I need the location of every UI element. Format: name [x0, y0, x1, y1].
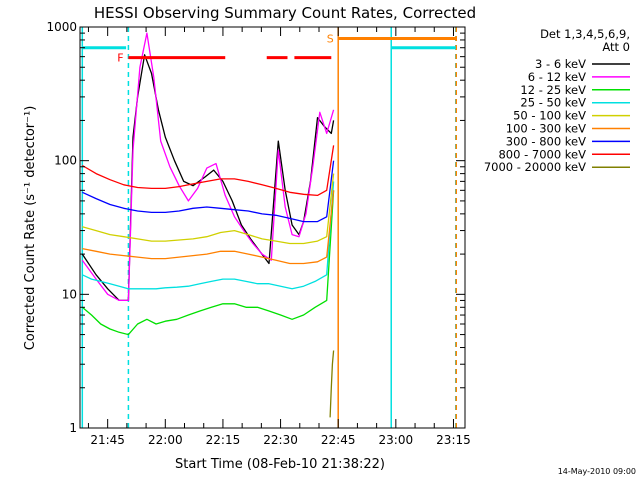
- x-axis-label: Start Time (08-Feb-10 21:38:22): [175, 457, 385, 472]
- series-line-7: [81, 145, 335, 197]
- x-tick-label-2230: 22:30: [263, 433, 298, 447]
- legend-header-line1: Det 1,3,4,5,6,9,: [540, 27, 630, 41]
- flag-label-F: F: [117, 52, 123, 65]
- series-line-5: [82, 190, 335, 265]
- y-tick-label-100: 100: [54, 154, 77, 168]
- series-line-8: [329, 350, 335, 418]
- y-axis: 1 10 100 1000: [46, 20, 465, 435]
- legend-label-5: 100 - 300 keV: [506, 122, 586, 136]
- legend-label-4: 50 - 100 keV: [513, 109, 586, 123]
- y-tick-label-1: 1: [69, 421, 77, 435]
- y-axis-label: Corrected Count Rate (s⁻¹ detector⁻¹): [23, 106, 38, 351]
- x-tick-label-2145: 21:45: [90, 433, 125, 447]
- x-tick-label-2245: 22:45: [321, 433, 356, 447]
- legend-label-7: 800 - 7000 keV: [498, 147, 586, 161]
- series-line-3: [82, 181, 335, 290]
- flag-label-S: S: [327, 33, 334, 46]
- x-tick-label-2315: 23:15: [436, 433, 471, 447]
- series-line-6: [82, 160, 335, 223]
- legend-header-line2: Att 0: [602, 40, 630, 54]
- x-tick-label-2215: 22:15: [206, 433, 241, 447]
- chart-title: HESSI Observing Summary Count Rates, Cor…: [94, 4, 476, 22]
- plot-area: FS: [79, 26, 466, 429]
- legend-label-3: 25 - 50 keV: [520, 96, 586, 110]
- legend-label-8: 7000 - 20000 keV: [484, 160, 586, 174]
- series-line-1: [81, 32, 335, 302]
- y-tick-label-10: 10: [62, 287, 77, 301]
- series-line-4: [82, 173, 335, 245]
- x-tick-label-2300: 23:00: [379, 433, 414, 447]
- legend-label-0: 3 - 6 keV: [535, 57, 586, 71]
- x-tick-label-2200: 22:00: [148, 433, 183, 447]
- series-line-2: [81, 190, 335, 336]
- legend-label-6: 300 - 800 keV: [506, 134, 586, 148]
- timestamp: 14-May-2010 09:00: [558, 467, 636, 476]
- legend-label-2: 12 - 25 keV: [520, 83, 586, 97]
- legend-label-1: 6 - 12 keV: [528, 70, 586, 84]
- x-axis: 21:45 22:00 22:15 22:30 22:45 23:00 23:15: [87, 27, 471, 447]
- y-tick-label-1000: 1000: [46, 20, 77, 34]
- plot-frame: [79, 26, 466, 429]
